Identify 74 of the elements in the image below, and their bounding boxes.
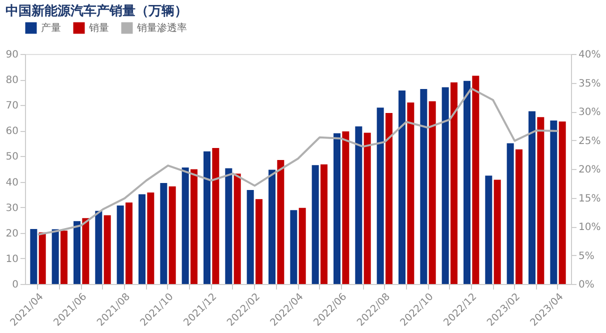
bar: [320, 164, 328, 284]
y-tick-label: 20: [6, 228, 18, 240]
y-tick-label: 80: [6, 75, 18, 86]
bar: [442, 87, 449, 284]
bar: [82, 218, 90, 284]
y-tick-label: 70: [6, 100, 18, 112]
y-tick-label: 30: [6, 202, 18, 214]
bar: [268, 170, 276, 284]
bar: [342, 131, 350, 284]
bar: [472, 76, 480, 284]
bar: [52, 229, 59, 284]
bar: [298, 208, 306, 284]
bar: [537, 117, 544, 284]
y-tick-label: 50: [6, 152, 18, 163]
bar: [138, 194, 146, 284]
y2-tick-label: 40%: [578, 50, 601, 60]
bar: [104, 215, 111, 284]
bar: [312, 165, 319, 284]
bar: [225, 168, 232, 284]
bar: [168, 186, 176, 284]
y2-tick-label: 5%: [578, 250, 594, 262]
bar: [506, 143, 514, 284]
chart-title: 中国新能源汽车产销量（万辆）: [5, 3, 188, 19]
bar: [212, 148, 220, 284]
bar: [398, 90, 406, 284]
bar: [74, 221, 80, 284]
bar: [464, 80, 470, 284]
y2-tick-label: 20%: [578, 164, 601, 176]
bar: [386, 113, 392, 284]
bar: [147, 192, 154, 284]
bar: [60, 230, 68, 284]
bar: [116, 206, 124, 284]
y2-tick-label: 15%: [578, 193, 601, 204]
bar: [494, 180, 501, 284]
bar: [355, 126, 362, 284]
y-tick-label: 40: [6, 177, 18, 188]
bar: [126, 202, 132, 284]
y2-tick-label: 35%: [578, 78, 601, 90]
bar: [160, 183, 168, 284]
bar: [407, 102, 414, 284]
y-tick-label: 0: [12, 280, 18, 290]
bar: [234, 174, 241, 284]
bar: [558, 121, 566, 284]
y-tick-label: 90: [6, 50, 18, 60]
y2-tick-label: 10%: [578, 222, 601, 233]
bar: [290, 210, 298, 284]
bar: [528, 111, 536, 284]
bar: [550, 120, 558, 284]
y2-tick-label: 25%: [578, 136, 601, 147]
legend-label: 产量: [41, 22, 61, 34]
y-tick-label: 60: [6, 126, 18, 138]
bar: [516, 149, 522, 284]
y2-tick-label: 30%: [578, 107, 601, 118]
bar: [428, 101, 436, 284]
legend-label: 销量渗透率: [136, 22, 187, 34]
bar: [376, 108, 384, 284]
bar: [420, 89, 428, 284]
line-series: [37, 88, 559, 236]
bar: [450, 82, 458, 284]
bar: [246, 190, 254, 284]
y-tick-label: 10: [6, 254, 18, 265]
legend-label: 销量: [88, 23, 109, 34]
bar: [256, 199, 262, 284]
bar: [277, 160, 284, 284]
bar: [190, 169, 198, 284]
bar: [95, 210, 102, 284]
bar: [204, 151, 210, 284]
bar: [38, 232, 46, 284]
bar: [182, 167, 189, 284]
bar: [485, 176, 492, 284]
bar: [30, 229, 38, 284]
y2-tick-label: 0%: [578, 280, 594, 290]
bar: [364, 132, 371, 284]
bar: [334, 133, 340, 284]
